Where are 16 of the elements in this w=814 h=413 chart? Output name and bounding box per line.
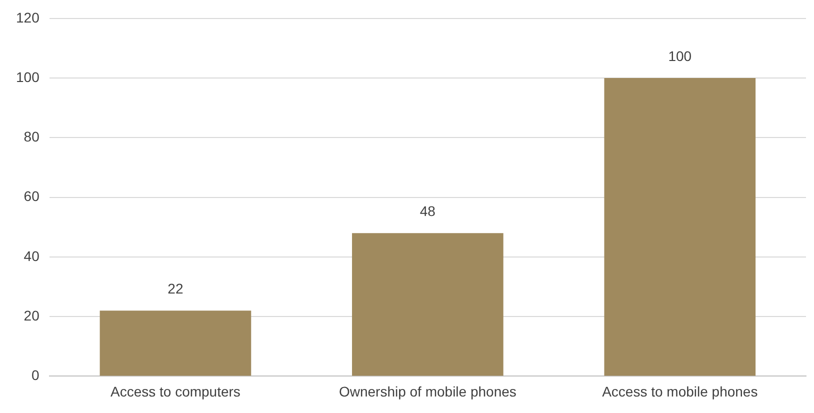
bar <box>352 233 504 376</box>
bar <box>100 310 252 376</box>
y-tick-label: 80 <box>24 128 40 145</box>
x-tick-label: Ownership of mobile phones <box>338 383 516 400</box>
data-label: 48 <box>420 202 436 219</box>
y-tick-label: 60 <box>24 188 40 204</box>
y-tick-label: 120 <box>16 9 40 26</box>
y-tick-label: 100 <box>16 68 40 85</box>
y-tick-label: 20 <box>24 307 40 324</box>
y-tick-label: 0 <box>32 367 40 384</box>
bar <box>604 78 756 376</box>
data-label: 100 <box>668 48 692 64</box>
y-tick-label: 40 <box>24 248 40 264</box>
x-tick-label: Access to mobile phones <box>602 383 758 400</box>
x-tick-label: Access to computers <box>110 383 240 400</box>
data-label: 22 <box>168 280 184 296</box>
